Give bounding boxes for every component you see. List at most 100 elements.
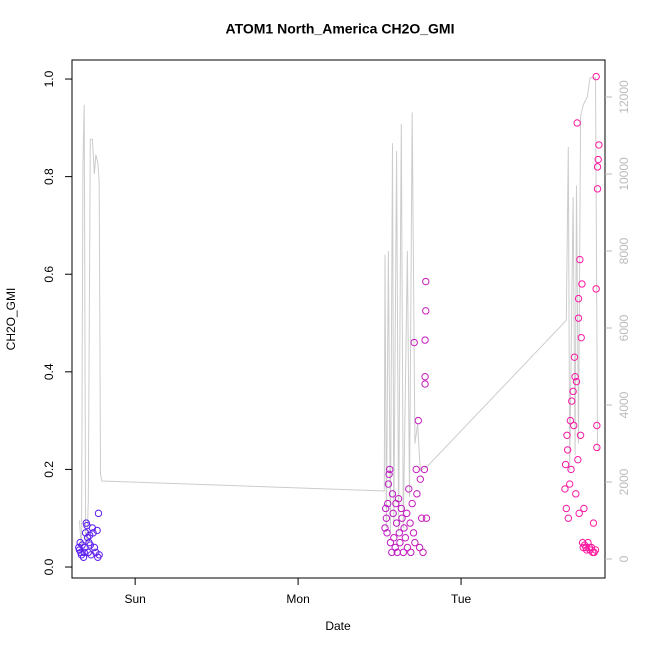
point [578,280,586,288]
point [567,465,575,474]
point [86,541,95,549]
y2-tick-label: 12000 [617,80,631,114]
y-tick-label: 0.6 [42,266,56,283]
point [94,509,103,518]
y2-tick-label: 10000 [617,157,631,191]
point [392,519,401,527]
point [568,397,576,405]
point [403,509,411,518]
point [388,490,397,498]
point [76,538,84,547]
x-axis-label: Date [325,619,351,633]
point [416,475,425,483]
point [595,141,603,149]
x-tick-label: Sun [124,592,145,606]
y2-tick-label: 8000 [617,237,631,264]
x-tick-label: Mon [286,592,309,606]
point [384,480,393,488]
point [81,529,90,537]
altitude-line [79,77,600,552]
point [576,255,584,264]
point [412,465,420,474]
point [386,465,394,474]
point [384,499,392,508]
point [411,538,419,547]
point [580,504,588,513]
point [405,485,413,493]
point [584,538,592,547]
point [417,514,426,522]
point [93,526,101,535]
point [566,416,575,425]
point [589,519,598,527]
point [394,495,403,503]
point [570,353,579,361]
point [90,543,99,552]
y-tick-label: 0.0 [42,558,56,575]
point [575,509,583,518]
point [578,538,587,547]
point [400,524,408,532]
y2-tick-label: 4000 [617,391,631,418]
y-tick-label: 0.4 [42,363,56,380]
point [420,465,429,474]
point [562,504,570,513]
point [413,490,421,498]
point [593,421,601,430]
point [398,514,406,522]
point [410,338,418,347]
point [422,307,430,315]
point [409,529,418,537]
point [422,514,431,522]
point [381,504,390,513]
y2-tick-label: 0 [617,555,631,562]
point [388,548,396,557]
point [89,529,97,537]
point [565,480,574,488]
point [593,443,601,452]
point [573,119,581,127]
point [576,431,585,439]
point [593,185,602,193]
point [389,509,397,518]
point [399,548,408,557]
point [571,373,579,381]
point [574,314,583,322]
point [563,446,572,454]
chart-title: ATOM1 North_America CH2O_GMI [226,21,455,37]
point [407,548,415,557]
y-axis-label: CH2O_GMI [4,288,18,351]
point [572,377,581,386]
point [592,72,600,81]
x-tick-label: Tue [451,592,472,606]
plot-box [71,59,606,579]
y-tick-label: 1.0 [42,70,56,87]
y2-tick-label: 6000 [617,314,631,341]
point [421,380,429,388]
point [577,333,585,342]
point [401,534,410,542]
point [397,504,406,513]
point [569,387,577,396]
point [421,336,429,344]
point [591,546,600,554]
point [572,490,580,498]
point [570,421,578,430]
point [592,285,600,293]
point [564,514,573,522]
point [381,524,389,532]
point [79,553,88,561]
point [383,529,391,537]
point [382,514,391,522]
point [95,551,103,559]
y-tick-label: 0.8 [42,168,56,185]
point [421,373,429,381]
point [422,277,430,286]
point [574,455,582,464]
point [593,163,602,171]
point [385,470,393,479]
point [419,548,427,557]
point [574,294,583,303]
point [395,529,403,537]
